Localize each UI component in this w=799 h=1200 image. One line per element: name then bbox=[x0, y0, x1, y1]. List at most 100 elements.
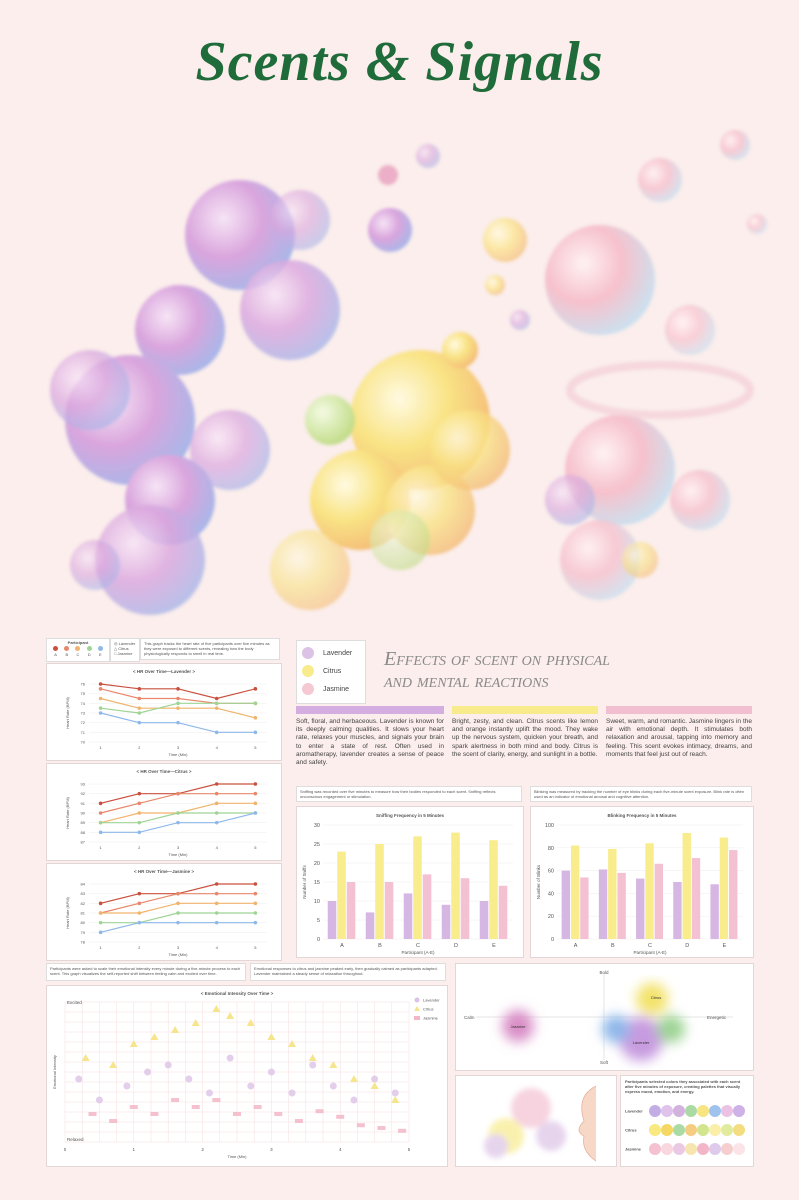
point-citrus bbox=[288, 1040, 297, 1047]
palette-swatch bbox=[685, 1105, 697, 1117]
point-lavender bbox=[267, 1068, 275, 1076]
blink-note: Blinking was measured by tracking the nu… bbox=[530, 786, 752, 802]
palette-row-label: Lavender bbox=[625, 1109, 643, 1114]
y-tick-label: 15 bbox=[314, 880, 320, 886]
point-lavender bbox=[75, 1075, 83, 1083]
bar-Citrus-B bbox=[608, 848, 617, 939]
x-tick-label: 1 bbox=[133, 1147, 136, 1152]
bar-Lavender-A bbox=[327, 901, 337, 939]
bar-Jasmine-A bbox=[346, 882, 356, 939]
bar-Citrus-D bbox=[682, 832, 691, 939]
map-label-bold: Bold bbox=[599, 970, 609, 975]
legend-label: Citrus bbox=[423, 1007, 433, 1012]
data-point bbox=[214, 820, 219, 825]
hr-description: This graph tracks the heart rate of five… bbox=[140, 638, 280, 660]
data-point bbox=[214, 911, 219, 915]
subtitle-line-1: Effects of scent on physical bbox=[384, 648, 610, 670]
chart-title: Blinking Frequency in 5 Minutes bbox=[607, 813, 677, 818]
bar-Lavender-D bbox=[441, 904, 451, 939]
point-jasmine bbox=[233, 1112, 241, 1116]
palette-swatch bbox=[673, 1105, 685, 1117]
emotion-chart: < Emotional Intensity Over Time > 0 1 2 3 4 5 T… bbox=[52, 991, 440, 1159]
point-jasmine bbox=[171, 1098, 180, 1102]
point-citrus bbox=[329, 1061, 338, 1068]
x-axis-label: Time (Min) bbox=[169, 752, 189, 757]
data-point bbox=[176, 720, 180, 725]
citrus-swatch bbox=[302, 665, 314, 677]
scent-citrus-label: Citrus bbox=[323, 667, 342, 675]
palette-swatch bbox=[709, 1105, 721, 1117]
point-lavender bbox=[226, 1054, 234, 1062]
point-jasmine bbox=[377, 1126, 386, 1130]
bar-Lavender-A bbox=[561, 870, 571, 939]
x-tick-label: B bbox=[611, 943, 615, 949]
word-cloud-illustration bbox=[484, 1085, 597, 1162]
series-line-A bbox=[100, 683, 256, 700]
emotion-note-1: Participants were asked to scale their e… bbox=[46, 963, 246, 981]
bar-Citrus-A bbox=[337, 851, 346, 939]
y-tick-label: 0 bbox=[317, 937, 320, 943]
y-axis-label: Heart Rate (BPM) bbox=[65, 896, 70, 928]
series-line-B bbox=[100, 688, 256, 704]
bar-Citrus-E bbox=[719, 837, 729, 939]
palette-swatch bbox=[685, 1143, 697, 1155]
y-tick-label: 87 bbox=[81, 840, 86, 845]
x-tick-label: E bbox=[492, 943, 496, 949]
data-point bbox=[176, 696, 180, 701]
y-tick-label: 80 bbox=[548, 846, 554, 852]
participant-label: E bbox=[99, 652, 102, 657]
sniff-chart-panel: Sniffing Frequency in 5 Minutes 0 5 10 15 20 2… bbox=[296, 806, 524, 958]
point-lavender bbox=[309, 1061, 317, 1069]
sniff-chart: Sniffing Frequency in 5 Minutes 0 5 10 15 20 2… bbox=[302, 813, 513, 955]
poster-title: Scents & Signals bbox=[195, 31, 604, 93]
y-tick-label: 73 bbox=[81, 711, 86, 716]
palette-swatch bbox=[709, 1143, 721, 1155]
blink-chart: Blinking Frequency in 5 Minutes 0 20 40 60 80… bbox=[536, 813, 743, 955]
x-axis-label: Time (Min) bbox=[169, 852, 189, 857]
blink-chart-panel: Blinking Frequency in 5 Minutes 0 20 40 60 80… bbox=[530, 806, 754, 958]
point-jasmine bbox=[253, 1105, 262, 1109]
data-point bbox=[214, 891, 219, 896]
emotion-chart-panel: < Emotional Intensity Over Time > 0 1 2 3 4 5 T… bbox=[46, 985, 448, 1167]
point-jasmine bbox=[129, 1105, 138, 1109]
bar-Citrus-C bbox=[645, 843, 654, 939]
y-axis-label: Heart Rate (BPM) bbox=[65, 696, 70, 728]
x-axis-label: Participant (A-E) bbox=[633, 950, 667, 955]
bar-Jasmine-C bbox=[422, 874, 432, 939]
point-jasmine bbox=[315, 1109, 324, 1114]
bar-Jasmine-B bbox=[384, 882, 394, 939]
legend-label: Jasmine bbox=[423, 1016, 439, 1021]
data-point bbox=[253, 701, 258, 706]
y-tick-label: 88 bbox=[81, 830, 86, 835]
data-point bbox=[176, 891, 180, 896]
bar-Citrus-C bbox=[413, 836, 422, 939]
data-point bbox=[137, 801, 142, 806]
point-lavender bbox=[350, 1096, 358, 1104]
palette-swatch bbox=[721, 1105, 733, 1117]
y-axis-label: Number of Blinks bbox=[536, 864, 541, 899]
map-label-energetic: Energetic bbox=[707, 1015, 727, 1020]
y-tick-label: 92 bbox=[81, 791, 86, 796]
x-axis-label: Time (Min) bbox=[169, 952, 189, 957]
x-tick-label: 5 bbox=[254, 845, 257, 850]
palette-swatch bbox=[685, 1124, 697, 1136]
hr-chart-jasmine-panel: < HR Over Time—Jasmine > 78 79 80 81 82 83 84 1 2… bbox=[46, 863, 282, 961]
x-tick-label: C bbox=[416, 943, 420, 949]
y-tick-label: 83 bbox=[81, 891, 86, 896]
data-point bbox=[214, 920, 219, 925]
palette-swatch bbox=[649, 1143, 661, 1155]
x-tick-label: 1 bbox=[99, 845, 102, 850]
map-label-jasmine: Jasmine bbox=[511, 1024, 527, 1029]
point-jasmine bbox=[294, 1119, 303, 1123]
palette-panel: Participants selected colors they associ… bbox=[620, 1075, 754, 1167]
point-jasmine bbox=[356, 1123, 365, 1128]
data-point bbox=[98, 687, 103, 691]
bar-Lavender-B bbox=[365, 912, 375, 939]
subtitle: Effects of scent on physical and mental … bbox=[384, 648, 784, 692]
y-tick-label: 25 bbox=[314, 842, 320, 848]
y-tick-label: 40 bbox=[548, 891, 554, 897]
x-tick-label: 4 bbox=[216, 745, 219, 750]
hero-bubbles-illustration bbox=[50, 130, 767, 615]
y-top-label: Excited bbox=[67, 1000, 82, 1005]
bar-Jasmine-B bbox=[617, 872, 626, 939]
